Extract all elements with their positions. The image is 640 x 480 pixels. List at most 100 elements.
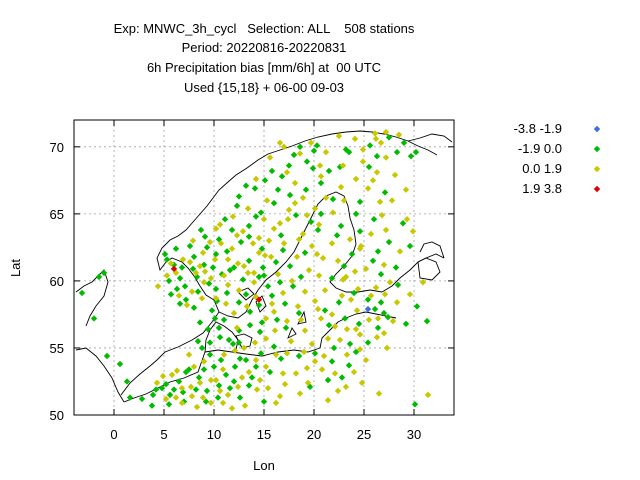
data-point — [337, 337, 343, 343]
data-point — [365, 339, 371, 345]
data-point — [139, 396, 145, 402]
data-point — [149, 402, 155, 408]
data-point — [384, 345, 390, 351]
data-point — [394, 299, 400, 305]
data-point — [191, 364, 197, 370]
data-point — [245, 205, 251, 211]
data-point — [325, 397, 331, 403]
data-point — [280, 290, 286, 296]
data-point — [351, 369, 357, 375]
data-point — [164, 272, 170, 278]
data-point — [329, 311, 335, 317]
data-point — [277, 279, 283, 285]
data-point — [216, 325, 222, 331]
data-point — [344, 351, 350, 357]
data-point — [296, 310, 302, 316]
data-point — [243, 183, 249, 189]
data-point — [207, 239, 213, 245]
data-point — [330, 209, 336, 215]
data-point — [287, 263, 293, 269]
data-point — [261, 272, 267, 278]
data-point — [154, 380, 160, 386]
data-point — [315, 306, 321, 312]
data-point — [271, 343, 277, 349]
data-point — [239, 374, 245, 380]
data-point — [266, 237, 272, 243]
data-point — [262, 177, 268, 183]
data-point — [242, 402, 248, 408]
data-point — [372, 306, 378, 312]
data-point — [223, 301, 229, 307]
data-point — [79, 290, 85, 296]
data-point — [414, 303, 420, 309]
data-point — [256, 274, 262, 280]
data-point — [382, 291, 388, 297]
data-point — [236, 299, 242, 305]
data-point — [378, 299, 384, 305]
data-point — [258, 209, 264, 215]
data-point — [425, 392, 431, 398]
data-point — [400, 220, 406, 226]
data-point — [236, 193, 242, 199]
data-point — [300, 195, 306, 201]
data-point — [314, 251, 320, 257]
data-point — [289, 278, 295, 284]
data-point — [304, 365, 310, 371]
data-point — [206, 280, 212, 286]
data-point — [353, 211, 359, 217]
data-point — [366, 317, 372, 323]
data-point — [278, 355, 284, 361]
data-point — [174, 286, 180, 292]
data-point — [404, 216, 410, 222]
legend-marker — [594, 146, 600, 152]
legend-label: 1.9 3.8 — [522, 181, 562, 196]
data-point — [302, 288, 308, 294]
data-point — [344, 326, 350, 332]
data-point — [245, 270, 251, 276]
data-point — [177, 275, 183, 281]
data-point — [256, 235, 262, 241]
data-point — [295, 303, 301, 309]
data-point — [231, 378, 237, 384]
data-point — [224, 248, 230, 254]
data-point — [277, 220, 283, 226]
data-point — [236, 287, 242, 293]
data-point — [374, 169, 380, 175]
data-point — [229, 227, 235, 233]
data-point — [240, 228, 246, 234]
data-point — [235, 260, 241, 266]
data-point — [320, 255, 326, 261]
data-point — [257, 329, 263, 335]
data-point — [317, 162, 323, 168]
data-point — [194, 404, 200, 410]
data-point — [390, 318, 396, 324]
data-point — [260, 264, 266, 270]
data-point — [282, 301, 288, 307]
data-point — [223, 372, 229, 378]
data-point — [363, 357, 369, 363]
data-point — [231, 310, 237, 316]
data-point — [394, 149, 400, 155]
data-point — [383, 154, 389, 160]
data-point — [290, 283, 296, 289]
data-point — [226, 337, 232, 343]
data-point — [188, 384, 194, 390]
data-point — [238, 239, 244, 245]
data-point — [230, 213, 236, 219]
data-point — [166, 278, 172, 284]
data-point — [347, 236, 353, 242]
data-point — [217, 388, 223, 394]
data-point — [169, 372, 175, 378]
x-tick-label: 0 — [110, 427, 117, 442]
data-point — [312, 358, 318, 364]
data-point — [312, 350, 318, 356]
data-point — [375, 248, 381, 254]
data-point — [166, 401, 172, 407]
data-point — [183, 296, 189, 302]
data-point — [164, 256, 170, 262]
data-point — [251, 279, 257, 285]
data-point — [381, 330, 387, 336]
data-point — [315, 227, 321, 233]
data-point — [349, 251, 355, 257]
data-point — [413, 149, 419, 155]
